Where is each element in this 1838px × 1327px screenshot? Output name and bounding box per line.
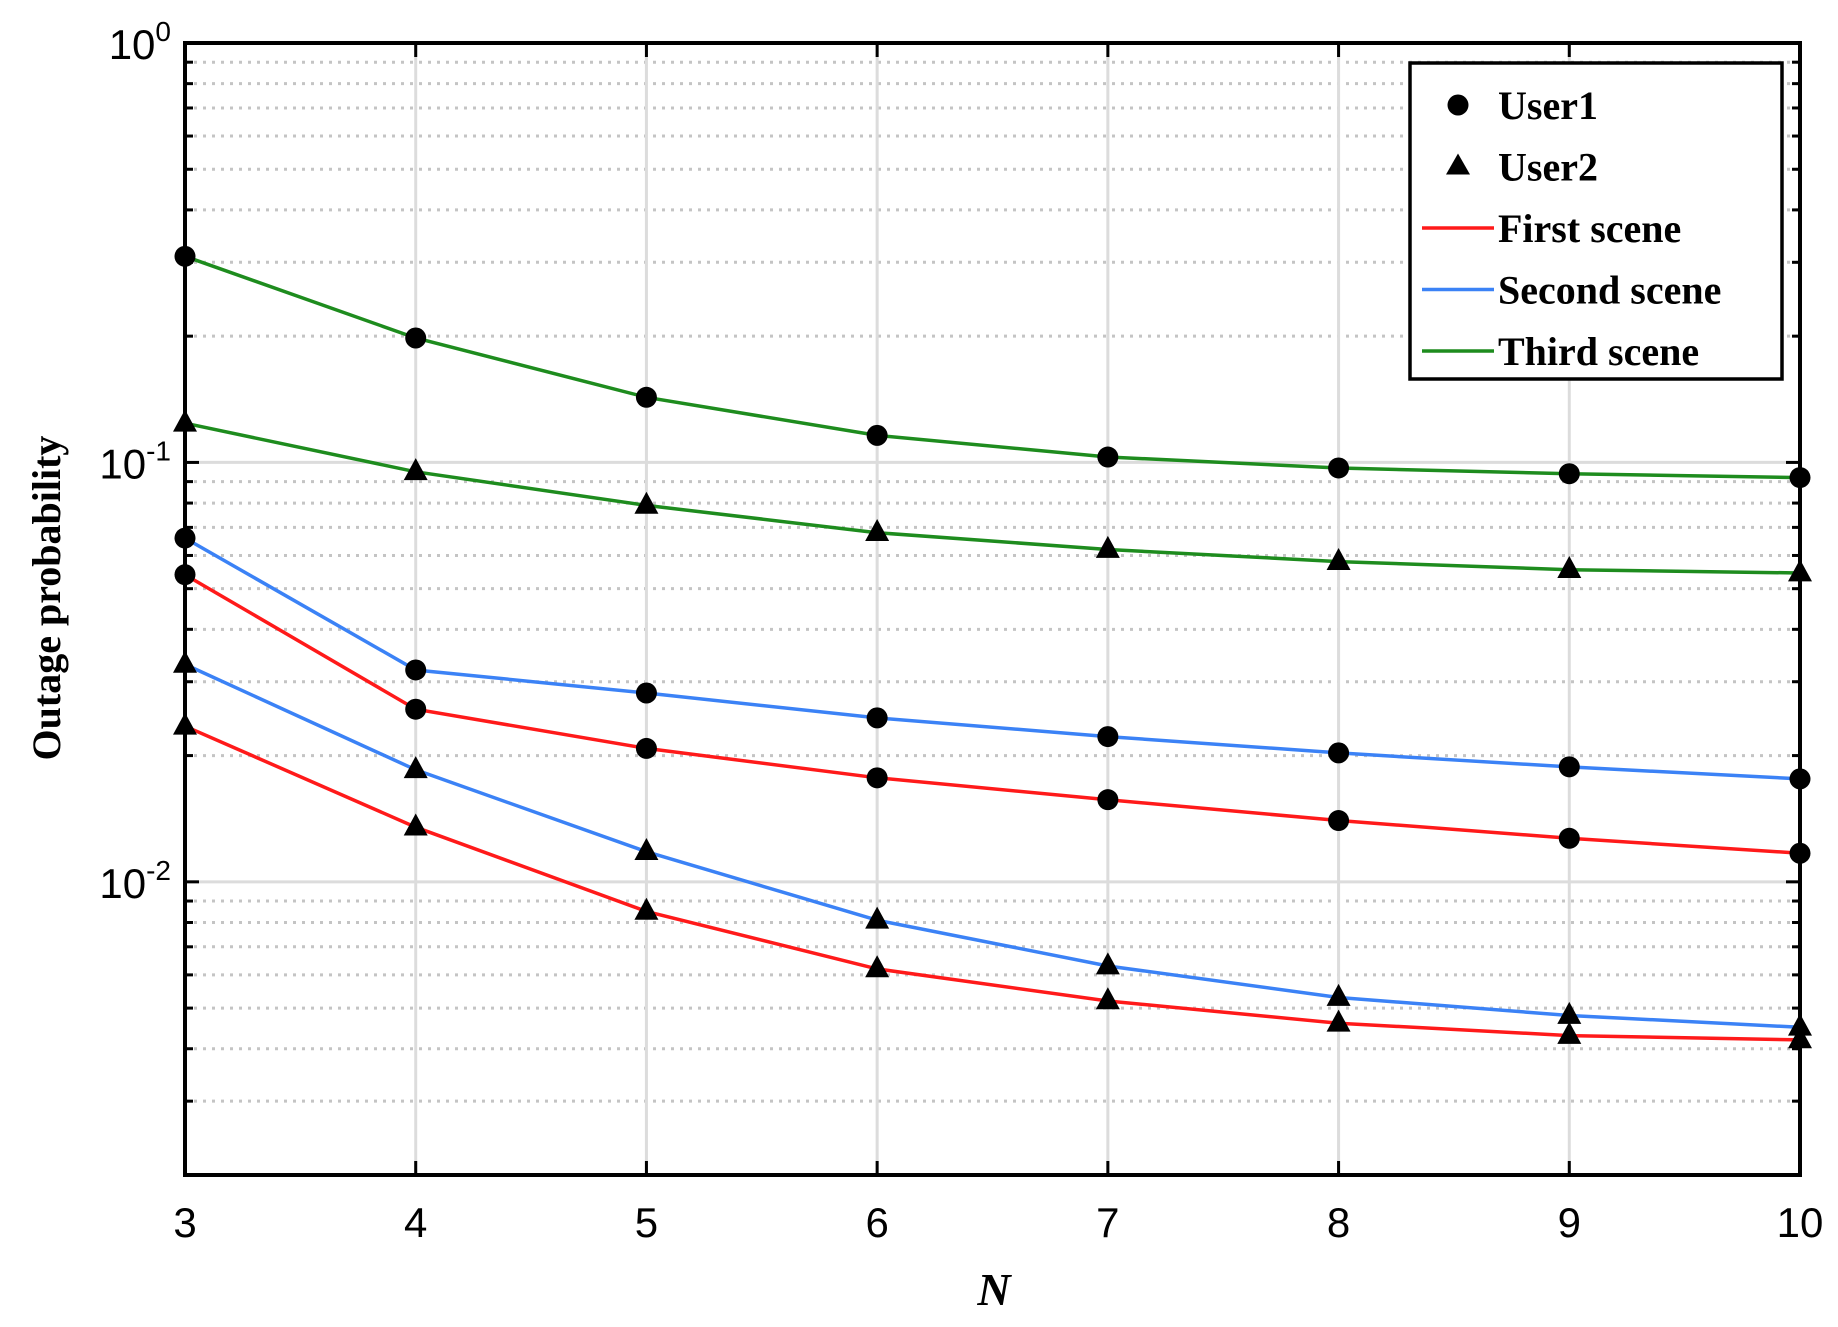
series-line xyxy=(184,421,1801,575)
legend: User1 User2 First scene Second scene Third s… xyxy=(1408,61,1784,381)
x-tick-label: 5 xyxy=(635,1199,658,1246)
x-axis-title: N xyxy=(976,1264,1012,1315)
data-point-circle xyxy=(1097,789,1119,811)
data-point-triangle xyxy=(1326,548,1351,571)
data-point-triangle xyxy=(1095,952,1120,975)
data-point-circle xyxy=(405,698,427,720)
data-point-triangle xyxy=(1095,987,1120,1010)
data-point-triangle xyxy=(1557,556,1582,579)
data-point-circle xyxy=(1328,742,1350,764)
data-point-triangle xyxy=(865,955,890,978)
legend-label: User2 xyxy=(1498,145,1598,190)
series-line xyxy=(184,254,1801,480)
data-point-triangle xyxy=(403,813,428,836)
data-point-circle xyxy=(635,386,657,408)
x-tick-label: 10 xyxy=(1777,1199,1824,1246)
data-point-circle xyxy=(1328,810,1350,832)
x-tick-label: 4 xyxy=(404,1199,427,1246)
data-point-circle xyxy=(1558,756,1580,778)
series-line xyxy=(184,724,1801,1042)
data-point-circle xyxy=(866,707,888,729)
legend-label: Third scene xyxy=(1498,329,1699,374)
legend-marker-circle xyxy=(1447,94,1469,116)
y-axis-title: Outage probability xyxy=(24,436,69,761)
legend-label: Second scene xyxy=(1498,268,1721,313)
plot-border xyxy=(183,41,1802,1177)
data-point-triangle xyxy=(634,838,659,861)
series-line xyxy=(184,662,1801,1030)
y-tick-label: 10-2 xyxy=(99,855,171,907)
data-point-circle xyxy=(405,327,427,349)
legend-label: User1 xyxy=(1498,83,1598,128)
x-tick-label: 8 xyxy=(1327,1199,1350,1246)
series-line xyxy=(184,573,1801,855)
data-point-circle xyxy=(635,737,657,759)
data-point-circle xyxy=(1097,726,1119,748)
data-point-triangle xyxy=(403,756,428,779)
tick-labels: 3 4 5 6 7 8 9 10 100 10-1 10-2 xyxy=(99,16,1823,1246)
data-point-triangle xyxy=(865,906,890,929)
data-point-triangle xyxy=(1557,1021,1582,1044)
data-point-circle xyxy=(1328,457,1350,479)
x-tick-label: 9 xyxy=(1558,1199,1581,1246)
data-point-triangle xyxy=(1326,1009,1351,1032)
series-line xyxy=(184,536,1801,781)
data-point-triangle xyxy=(634,491,659,514)
data-point-circle xyxy=(1558,463,1580,485)
data-point-triangle xyxy=(634,897,659,920)
data-point-triangle xyxy=(1557,1001,1582,1024)
axes-frame xyxy=(183,41,1802,1177)
data-point-circle xyxy=(866,767,888,789)
data-point-circle xyxy=(1558,827,1580,849)
y-tick-label: 100 xyxy=(109,16,171,68)
data-point-circle xyxy=(866,424,888,446)
data-point-triangle xyxy=(1095,535,1120,558)
legend-label: First scene xyxy=(1498,206,1681,251)
legend-marker-triangle xyxy=(1446,153,1470,175)
legend-box xyxy=(1408,61,1784,381)
data-point-triangle xyxy=(865,519,890,542)
data-point-circle xyxy=(1097,446,1119,468)
x-tick-label: 7 xyxy=(1096,1199,1119,1246)
data-point-circle xyxy=(405,659,427,681)
data-point-triangle xyxy=(403,458,428,481)
data-point-triangle xyxy=(1326,983,1351,1006)
x-tick-label: 3 xyxy=(173,1199,196,1246)
y-tick-label: 10-1 xyxy=(99,435,171,487)
x-tick-label: 6 xyxy=(865,1199,888,1246)
data-point-circle xyxy=(635,682,657,704)
